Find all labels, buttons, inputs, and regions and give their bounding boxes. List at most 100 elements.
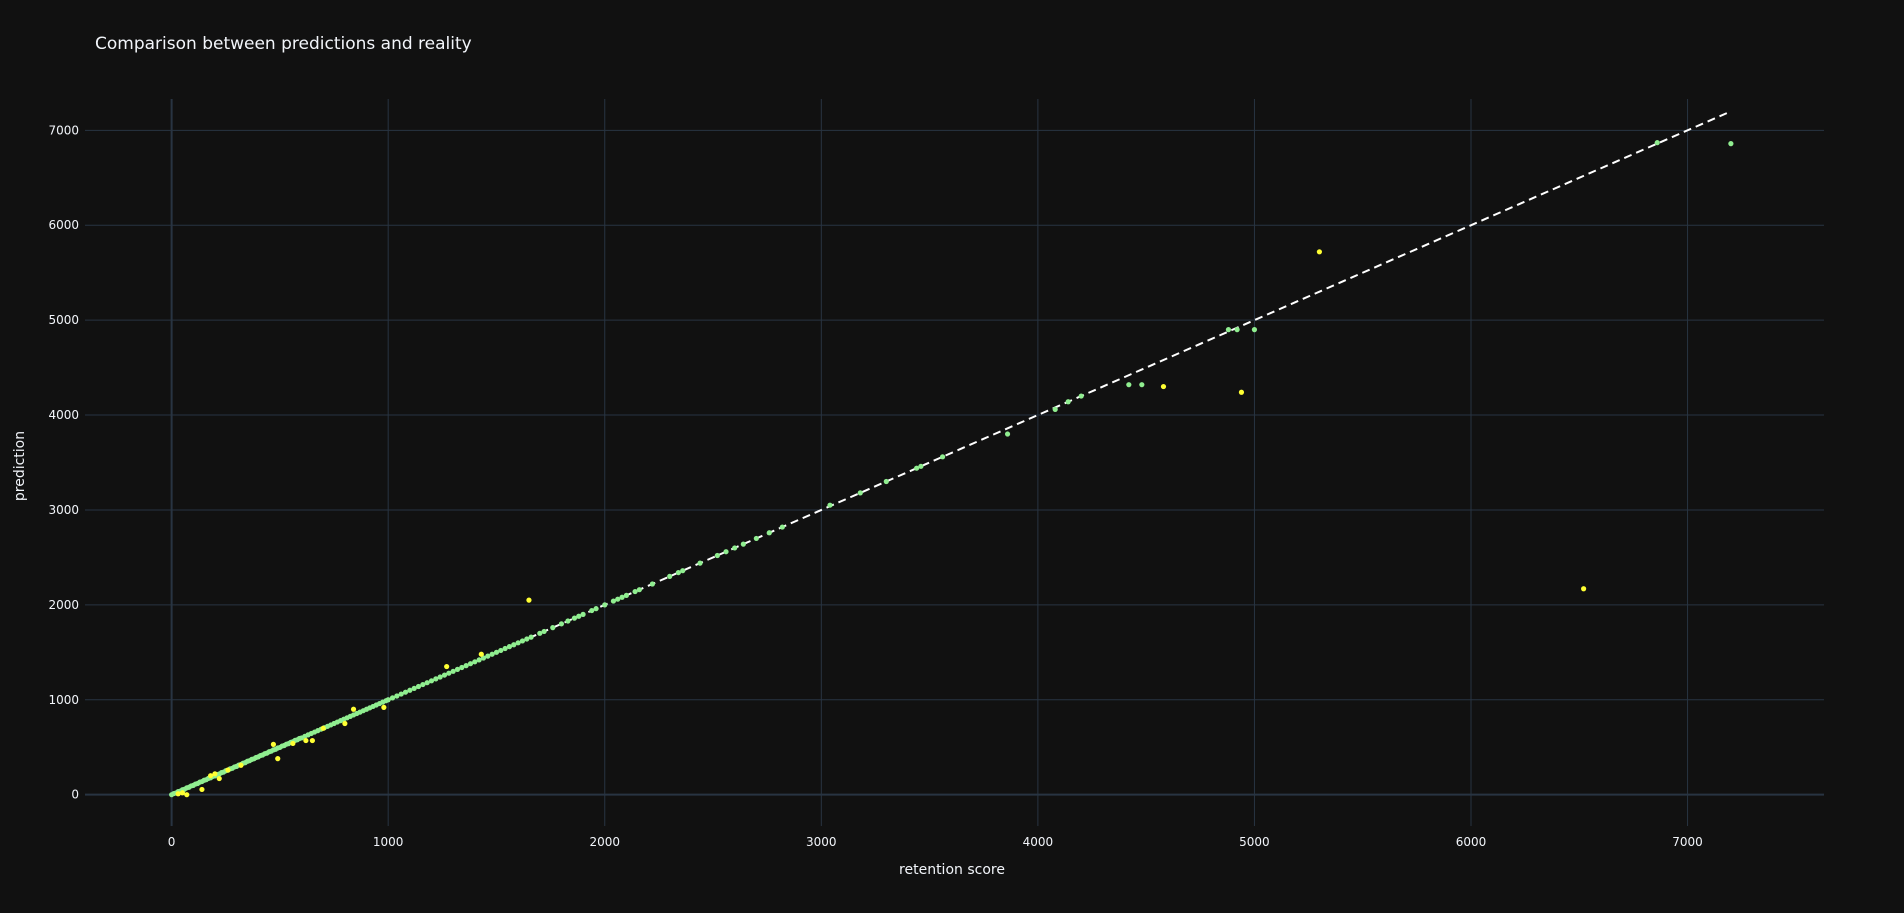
data-point: [883, 478, 889, 485]
data-point: [918, 463, 924, 469]
data-point: [1238, 389, 1245, 395]
data-point: [914, 465, 920, 471]
data-point: [675, 569, 681, 576]
data-point: [398, 691, 404, 697]
data-point: [394, 693, 400, 699]
data-point: [450, 668, 456, 674]
data-point: [779, 524, 785, 530]
data-point: [489, 651, 495, 657]
data-point: [1728, 141, 1734, 147]
data-point: [857, 490, 863, 496]
x-tick-label: 0: [168, 835, 176, 849]
data-point: [411, 685, 417, 691]
y-tick-label: 7000: [48, 123, 79, 137]
data-point: [667, 573, 673, 579]
data-point: [212, 771, 218, 777]
x-axis-ticks: 0 1000 2000 3000 4000 5000 6000 7000: [168, 835, 1703, 849]
y-tick-label: 4000: [48, 408, 79, 422]
x-tick-label: 6000: [1456, 835, 1487, 849]
data-point: [515, 640, 521, 646]
data-point: [649, 581, 655, 587]
data-point: [576, 613, 582, 619]
data-point: [502, 645, 508, 652]
data-point: [179, 790, 186, 796]
data-point: [433, 676, 439, 682]
data-point: [385, 697, 391, 703]
data-point: [1316, 249, 1323, 255]
y-axis-ticks: 0 1000 2000 3000 4000 5000 6000 7000: [48, 123, 79, 801]
data-point: [610, 598, 617, 604]
y-axis-title: prediction: [12, 431, 28, 501]
y-tick-label: 0: [71, 788, 79, 802]
data-point: [290, 740, 296, 747]
data-point: [511, 642, 517, 648]
grid-lines: [85, 99, 1824, 826]
data-point: [350, 706, 357, 712]
x-tick-label: 3000: [806, 835, 837, 849]
data-point: [528, 634, 534, 640]
data-point: [537, 630, 543, 636]
data-point: [827, 502, 833, 508]
data-point: [478, 651, 484, 657]
data-point: [526, 597, 532, 603]
data-point: [270, 741, 277, 747]
reference-line: [171, 110, 1732, 796]
y-tick-label: 5000: [48, 313, 79, 327]
data-point: [680, 568, 686, 574]
data-point: [632, 588, 638, 595]
data-point: [1251, 327, 1258, 333]
data-point: [175, 791, 181, 797]
data-point: [225, 767, 231, 773]
data-points: [169, 140, 1734, 798]
data-point: [1078, 393, 1084, 399]
x-tick-label: 2000: [589, 835, 620, 849]
data-point: [467, 661, 474, 667]
data-point: [275, 756, 281, 762]
data-point: [402, 689, 409, 695]
data-point: [454, 666, 461, 673]
data-point: [636, 587, 643, 593]
y-tick-label: 2000: [48, 598, 79, 612]
data-point: [558, 621, 565, 627]
data-point: [1581, 586, 1587, 592]
reference-line-group: [171, 110, 1732, 796]
y-tick-label: 3000: [48, 503, 79, 517]
y-tick-label: 1000: [48, 693, 79, 707]
data-point: [1160, 383, 1167, 390]
x-axis-title: retention score: [899, 862, 1005, 878]
data-point: [208, 773, 214, 779]
data-point: [541, 628, 547, 635]
data-point: [740, 541, 746, 547]
data-point: [199, 786, 205, 793]
data-point: [309, 737, 315, 744]
data-point: [415, 683, 422, 690]
data-point: [1139, 382, 1145, 388]
data-point: [697, 560, 703, 566]
data-point: [565, 618, 571, 624]
x-tick-label: 1000: [373, 835, 404, 849]
data-point: [550, 625, 556, 631]
x-tick-label: 5000: [1239, 835, 1270, 849]
data-point: [476, 657, 482, 663]
data-point: [381, 704, 387, 710]
data-point: [437, 674, 443, 680]
data-point: [714, 552, 720, 559]
data-point: [593, 606, 599, 612]
data-point: [753, 535, 759, 542]
data-point: [1654, 140, 1660, 146]
data-point: [519, 638, 526, 644]
data-point: [1234, 327, 1240, 333]
data-point: [320, 725, 326, 731]
data-point: [1065, 399, 1071, 405]
data-point: [589, 607, 595, 614]
data-point: [732, 545, 738, 551]
data-point: [389, 695, 396, 701]
data-point: [615, 596, 621, 602]
data-point: [446, 670, 452, 676]
data-point: [1052, 406, 1058, 412]
data-point: [498, 647, 504, 654]
data-point: [580, 611, 586, 617]
data-point: [420, 681, 426, 688]
